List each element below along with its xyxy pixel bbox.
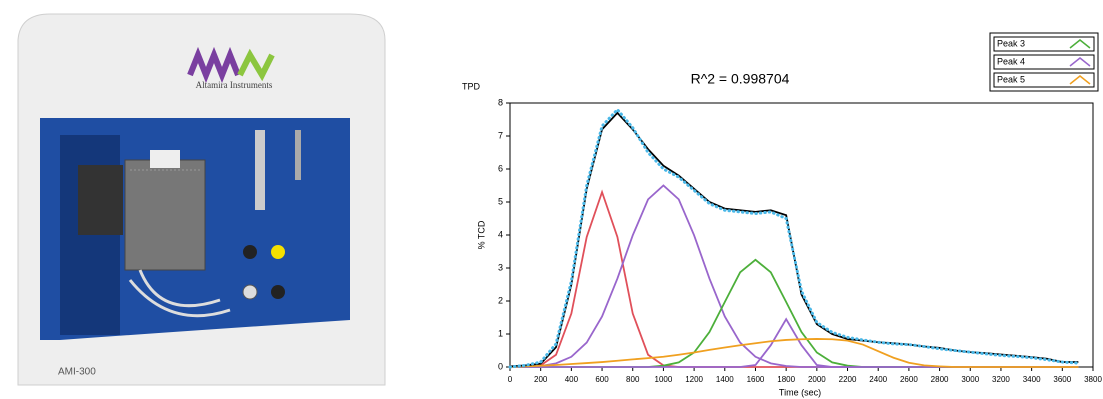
brand: Altamira Instruments	[196, 80, 273, 90]
x-axis-label: Time (sec)	[779, 387, 821, 397]
legend-swatch	[1069, 39, 1091, 49]
x-tick-label: 3800	[1084, 375, 1102, 384]
model: AMI-300	[58, 367, 96, 378]
y-tick-label: 6	[498, 163, 503, 173]
data-line	[509, 317, 1079, 368]
x-tick-label: 1400	[716, 375, 734, 384]
x-tick-label: 0	[508, 375, 513, 384]
data-line	[509, 189, 1079, 368]
x-tick-label: 2600	[900, 375, 918, 384]
x-tick-label: 2000	[808, 375, 826, 384]
x-tick-label: 1600	[747, 375, 765, 384]
y-tick-label: 3	[498, 262, 503, 272]
legend-row	[993, 36, 1095, 52]
y-tick-label: 4	[498, 229, 503, 239]
x-tick-label: 3000	[961, 375, 979, 384]
instrument-photo: Altamira Instruments AMI-300	[17, 13, 386, 386]
x-tick-label: 600	[595, 375, 609, 384]
x-tick-label: 3600	[1053, 375, 1071, 384]
x-tick-label: 1000	[655, 375, 673, 384]
legend-row	[993, 72, 1095, 88]
x-tick-label: 2400	[869, 375, 887, 384]
y-tick-label: 1	[498, 328, 503, 338]
legend-box	[989, 32, 1099, 92]
data-line	[508, 107, 1080, 369]
x-tick-label: 1800	[777, 375, 795, 384]
x-tick-label: 2200	[839, 375, 857, 384]
y-axis-label: % TCD	[476, 220, 486, 249]
corner-label: TPD	[462, 81, 481, 91]
data-line	[509, 258, 1079, 368]
legend-label: Peak 5	[997, 74, 1025, 84]
x-tick-label: 1200	[685, 375, 703, 384]
y-tick-label: 0	[498, 361, 503, 371]
legend-label: Peak 4	[997, 56, 1025, 66]
x-tick-label: 2800	[931, 375, 949, 384]
y-tick-label: 8	[498, 97, 503, 107]
x-tick-label: 3400	[1023, 375, 1041, 384]
legend-label: Peak 3	[997, 38, 1025, 48]
legend-swatch	[1069, 57, 1091, 67]
y-tick-label: 2	[498, 295, 503, 305]
y-tick-label: 5	[498, 196, 503, 206]
x-tick-label: 3200	[992, 375, 1010, 384]
x-tick-label: 800	[626, 375, 640, 384]
legend-row	[993, 54, 1095, 70]
y-tick-label: 7	[498, 130, 503, 140]
x-tick-label: 200	[534, 375, 548, 384]
legend-swatch	[1069, 75, 1091, 85]
chart-title: R^2 = 0.998704	[691, 71, 790, 87]
x-tick-label: 400	[565, 375, 579, 384]
data-line	[509, 338, 1079, 368]
